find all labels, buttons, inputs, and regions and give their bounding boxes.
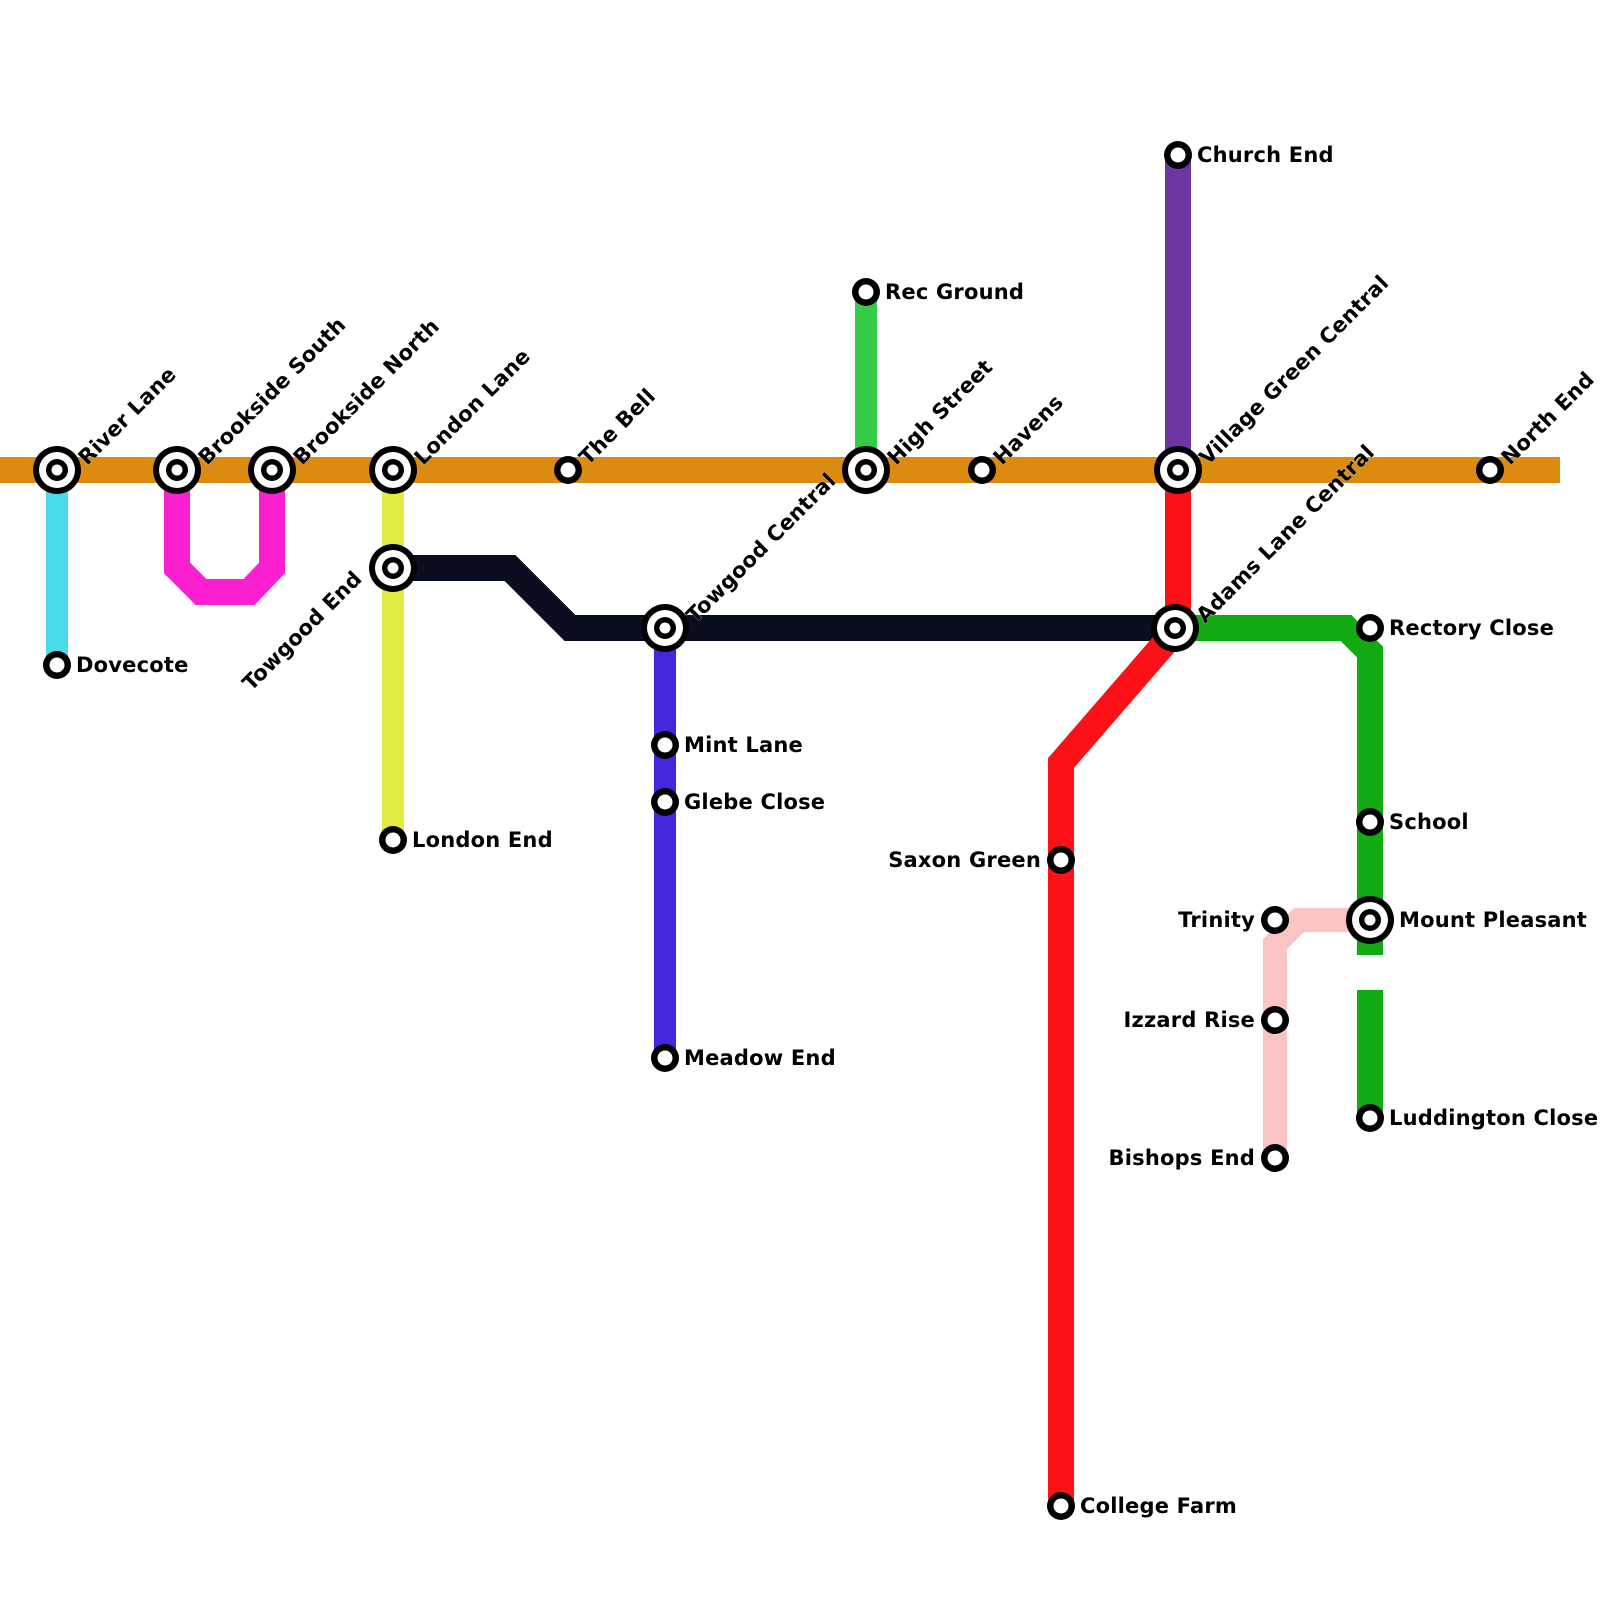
station-marker[interactable]: [554, 456, 582, 484]
station-core: [657, 1050, 673, 1066]
station-label: Izzard Rise: [1124, 1008, 1255, 1032]
station-core: [659, 622, 671, 634]
station-marker-interchange[interactable]: [1151, 604, 1199, 652]
station-marker-interchange[interactable]: [33, 446, 81, 494]
station-label: Church End: [1197, 143, 1334, 167]
station-label: Luddington Close: [1389, 1106, 1598, 1130]
station-core: [1053, 1498, 1069, 1514]
station-marker-interchange[interactable]: [248, 446, 296, 494]
station-marker-interchange[interactable]: [1346, 896, 1394, 944]
station-label: Bishops End: [1109, 1146, 1255, 1170]
station-marker-interchange[interactable]: [1154, 446, 1202, 494]
route-line[interactable]: [1175, 615, 1383, 955]
station-marker[interactable]: [43, 651, 71, 679]
station-marker[interactable]: [1261, 1006, 1289, 1034]
station-core: [385, 832, 401, 848]
station-label: Saxon Green: [888, 848, 1041, 872]
station-label: Dovecote: [76, 653, 189, 677]
station-marker[interactable]: [1261, 906, 1289, 934]
station-core: [657, 737, 673, 753]
station-core: [1362, 814, 1378, 830]
station-marker[interactable]: [1047, 846, 1075, 874]
station-core: [858, 284, 874, 300]
station-marker[interactable]: [1047, 1492, 1075, 1520]
station-marker[interactable]: [651, 788, 679, 816]
station-core: [1169, 622, 1181, 634]
station-label: Glebe Close: [684, 790, 825, 814]
station-core: [1362, 620, 1378, 636]
station-core: [1053, 852, 1069, 868]
station-core: [171, 464, 183, 476]
station-core: [1170, 147, 1186, 163]
route-line[interactable]: [1048, 470, 1191, 1506]
station-marker-interchange[interactable]: [369, 544, 417, 592]
station-label: Mount Pleasant: [1399, 908, 1587, 932]
station-marker[interactable]: [1164, 141, 1192, 169]
station-marker-interchange[interactable]: [369, 446, 417, 494]
station-core: [1267, 912, 1283, 928]
station-label: London Lane: [410, 344, 535, 469]
station-label: Meadow End: [684, 1046, 836, 1070]
station-marker-interchange[interactable]: [842, 446, 890, 494]
station-marker[interactable]: [968, 456, 996, 484]
station-core: [266, 464, 278, 476]
station-marker[interactable]: [1261, 1144, 1289, 1172]
station-marker-interchange[interactable]: [641, 604, 689, 652]
route-line[interactable]: [393, 555, 1175, 641]
station-core: [387, 464, 399, 476]
station-marker[interactable]: [1356, 1104, 1384, 1132]
route-line[interactable]: [1263, 908, 1370, 1158]
station-core: [49, 657, 65, 673]
station-core: [1267, 1012, 1283, 1028]
station-label: Mint Lane: [684, 733, 803, 757]
station-core: [51, 464, 63, 476]
station-core: [560, 462, 576, 478]
station-label: Rectory Close: [1389, 616, 1554, 640]
station-core: [860, 464, 872, 476]
station-marker[interactable]: [1476, 456, 1504, 484]
station-marker[interactable]: [379, 826, 407, 854]
station-markers-layer: [33, 141, 1504, 1520]
station-marker-interchange[interactable]: [153, 446, 201, 494]
station-core: [1172, 464, 1184, 476]
station-label: Rec Ground: [885, 280, 1024, 304]
station-label: High Street: [883, 355, 998, 470]
station-core: [657, 794, 673, 810]
route-lines-layer: [0, 155, 1560, 1506]
station-core: [974, 462, 990, 478]
station-core: [1267, 1150, 1283, 1166]
station-label: Towgood Central: [682, 468, 841, 627]
station-core: [1362, 1110, 1378, 1126]
station-core: [1364, 914, 1376, 926]
station-label: The Bell: [575, 384, 661, 470]
station-label: North End: [1497, 367, 1599, 469]
station-label: Village Green Central: [1195, 271, 1394, 470]
station-label: London End: [412, 828, 553, 852]
station-label: School: [1389, 810, 1469, 834]
station-marker[interactable]: [651, 731, 679, 759]
station-core: [1482, 462, 1498, 478]
station-label: College Farm: [1080, 1494, 1237, 1518]
station-core: [387, 562, 399, 574]
station-marker[interactable]: [1356, 614, 1384, 642]
route-line[interactable]: [164, 470, 285, 605]
station-marker[interactable]: [1356, 808, 1384, 836]
station-marker[interactable]: [651, 1044, 679, 1072]
station-label: Trinity: [1178, 908, 1255, 932]
station-marker[interactable]: [852, 278, 880, 306]
